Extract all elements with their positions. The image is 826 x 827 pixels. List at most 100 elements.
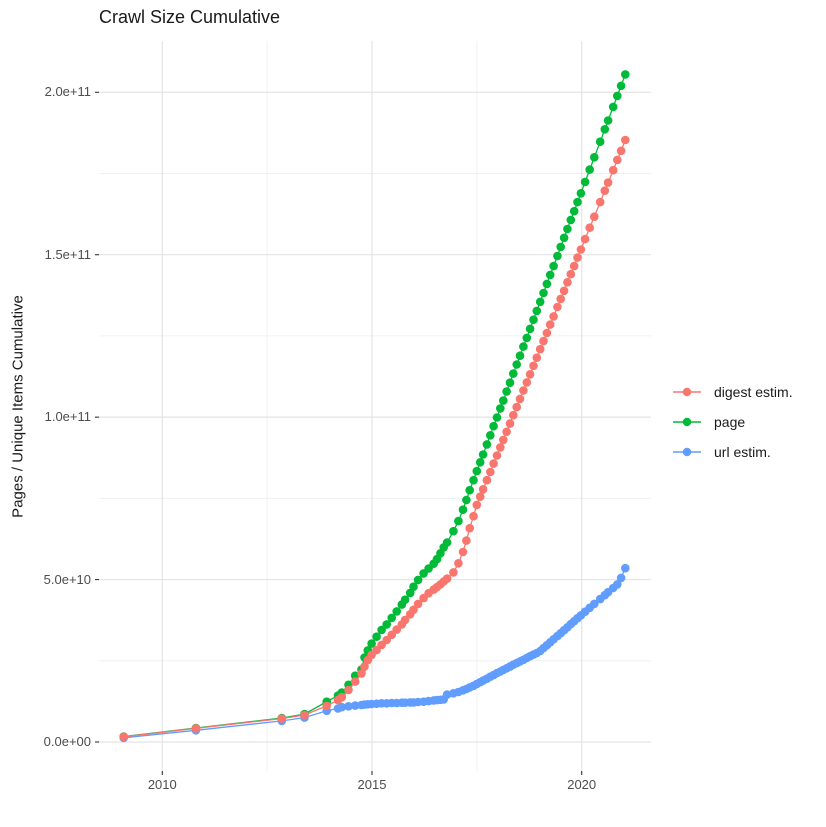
data-point xyxy=(576,189,586,198)
data-point xyxy=(367,639,376,648)
data-point xyxy=(539,288,548,298)
gridlines-minor xyxy=(99,41,651,771)
data-point xyxy=(535,297,545,307)
data-point xyxy=(590,153,599,162)
data-point xyxy=(458,505,468,514)
data-point xyxy=(475,492,485,502)
data-point xyxy=(505,378,515,388)
series-points-url-estim xyxy=(119,563,630,743)
data-point xyxy=(522,333,532,343)
series-points-digest-estim xyxy=(119,135,630,742)
data-point xyxy=(512,402,521,412)
x-tick-label: 2020 xyxy=(567,777,597,792)
data-point xyxy=(458,547,468,557)
data-point xyxy=(377,625,386,635)
x-tick-label: 2010 xyxy=(147,777,177,792)
data-point xyxy=(350,677,360,686)
data-point xyxy=(556,294,565,304)
data-point xyxy=(372,632,381,641)
data-point xyxy=(509,410,518,420)
data-point xyxy=(621,70,630,79)
data-point xyxy=(532,353,542,363)
data-point xyxy=(556,242,565,252)
data-point xyxy=(449,526,458,536)
data-point xyxy=(545,270,555,280)
axis-tick-marks xyxy=(95,91,583,775)
data-point xyxy=(616,146,626,156)
data-point xyxy=(472,466,482,476)
y-tick-label: 1.5e+11 xyxy=(44,246,91,262)
data-point xyxy=(545,320,555,329)
data-point xyxy=(486,467,495,477)
data-point xyxy=(580,177,590,187)
data-point xyxy=(462,495,471,505)
legend-label: url estim. xyxy=(714,444,771,460)
data-point xyxy=(469,475,478,485)
data-point xyxy=(413,599,423,609)
data-point xyxy=(585,223,594,232)
data-point xyxy=(539,336,548,346)
data-point xyxy=(119,732,128,742)
y-tick-label: 5.0e+10 xyxy=(43,571,91,587)
data-point xyxy=(344,702,353,711)
data-point xyxy=(502,427,511,437)
legend-marker-url-icon xyxy=(673,447,701,457)
data-point xyxy=(482,475,492,485)
data-point xyxy=(585,165,594,174)
data-point xyxy=(616,81,626,91)
data-point xyxy=(492,413,502,422)
data-point xyxy=(400,595,410,604)
legend-item-digest-estim: digest estim. xyxy=(667,377,793,407)
data-point xyxy=(469,511,478,521)
y-axis-title: Pages / Unique Items Cumulative xyxy=(9,295,27,518)
data-point xyxy=(322,701,332,711)
data-point xyxy=(337,702,347,712)
data-point xyxy=(409,582,418,591)
data-point xyxy=(613,91,622,101)
data-point xyxy=(590,212,599,221)
data-point xyxy=(519,342,528,351)
data-point xyxy=(486,431,495,440)
legend-marker-digest-icon xyxy=(673,387,701,397)
y-tick-label: 0.0e+00 xyxy=(43,734,91,749)
data-point xyxy=(529,315,538,325)
data-point xyxy=(621,563,630,573)
data-point xyxy=(344,685,353,695)
data-point xyxy=(563,224,572,234)
data-point xyxy=(449,568,458,577)
data-point xyxy=(357,669,366,678)
data-point xyxy=(475,458,485,467)
data-point xyxy=(595,137,605,146)
data-point xyxy=(559,286,569,296)
data-point xyxy=(613,155,622,165)
data-point xyxy=(580,234,590,244)
data-point xyxy=(392,607,402,616)
data-point xyxy=(553,251,562,261)
data-point xyxy=(542,279,552,289)
data-point xyxy=(529,361,538,371)
data-point xyxy=(515,394,525,404)
data-point xyxy=(489,421,498,431)
data-point xyxy=(542,328,552,338)
data-point xyxy=(519,386,528,395)
data-point xyxy=(277,714,287,723)
gridlines-major xyxy=(99,41,651,771)
data-point xyxy=(400,615,410,625)
data-point xyxy=(300,710,309,720)
legend: digest estim. page url estim. xyxy=(667,377,793,467)
data-point xyxy=(573,197,582,207)
data-point xyxy=(409,605,418,615)
data-point xyxy=(522,378,532,387)
data-point xyxy=(492,451,502,460)
data-point xyxy=(525,370,535,379)
data-point xyxy=(563,278,572,287)
legend-marker-page-icon xyxy=(673,417,701,427)
data-point xyxy=(472,500,482,510)
data-point xyxy=(535,344,545,354)
data-point xyxy=(489,459,498,468)
data-point xyxy=(616,573,626,583)
data-point xyxy=(559,233,569,243)
data-point xyxy=(454,516,463,526)
